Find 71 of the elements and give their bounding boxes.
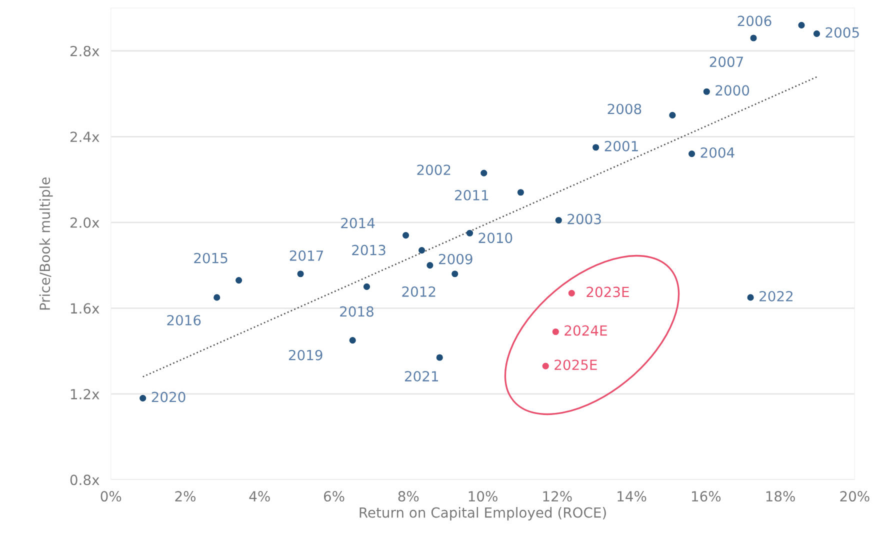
annotation: 2002 <box>417 164 450 176</box>
annotation: 2018 <box>340 306 374 317</box>
point <box>466 230 474 236</box>
annotation: 2006 <box>738 16 772 26</box>
point <box>688 150 696 158</box>
x-tick-label: 16% <box>692 491 721 502</box>
annotation: 2003 <box>568 214 601 224</box>
y-tick-label: 2.8x <box>70 46 100 56</box>
x-tick-label: 10% <box>468 491 498 502</box>
annotation: 2011 <box>455 190 488 200</box>
annotation: 2000 <box>716 85 750 96</box>
annotation: 2004 <box>700 147 734 158</box>
annotation: 2024E <box>564 325 607 336</box>
point <box>236 277 242 284</box>
annotation: 2014 <box>341 218 375 228</box>
annotation: 2019 <box>288 350 322 360</box>
point <box>798 22 805 28</box>
point <box>418 246 426 254</box>
x-axis-title: Return on Capital Employed (ROCE) <box>360 507 606 520</box>
point <box>140 394 146 402</box>
annotation: 2016 <box>167 314 201 326</box>
x-tick-label: 4% <box>249 491 270 502</box>
x-tick-label: 2% <box>175 491 196 502</box>
point <box>750 34 757 42</box>
point <box>297 270 304 278</box>
y-tick-label: 0.8x <box>70 474 100 486</box>
x-tick-label: 14% <box>618 491 646 502</box>
annotation: 2001 <box>604 140 638 152</box>
annotation: 2008 <box>608 104 642 114</box>
annotation: 2012 <box>402 286 436 297</box>
point <box>555 216 562 224</box>
point <box>436 354 443 361</box>
y-tick-label: 1.2x <box>70 388 100 400</box>
point <box>568 290 575 296</box>
point <box>480 170 488 176</box>
point <box>813 30 820 38</box>
annotation: 2015 <box>194 252 228 264</box>
point <box>542 362 549 370</box>
annotation: 2025E <box>554 360 597 370</box>
point <box>349 337 356 344</box>
y-axis-title: Price/Book multiple <box>39 177 53 310</box>
point <box>703 88 710 95</box>
x-tick-label: 20% <box>840 491 870 502</box>
y-tick-label: 2.4x <box>70 132 100 142</box>
annotation: 2017 <box>290 250 324 261</box>
x-tick-label: 12% <box>543 491 572 502</box>
annotation: 2007 <box>710 56 743 68</box>
point <box>402 232 410 239</box>
x-tick-label: 6% <box>324 491 344 502</box>
point <box>669 112 676 118</box>
point <box>592 144 600 151</box>
annotation: 2020 <box>152 392 186 402</box>
y-tick-label: 1.6x <box>70 303 100 314</box>
x-tick-label: 8% <box>398 491 419 502</box>
point <box>452 270 458 278</box>
annotation: 2009 <box>438 254 472 264</box>
point <box>517 189 524 196</box>
annotation: 2010 <box>478 232 512 244</box>
annotation: 2021 <box>404 371 438 382</box>
point <box>552 328 559 336</box>
y-tick-label: 2.0x <box>70 217 100 228</box>
point <box>747 294 754 301</box>
point <box>363 283 370 290</box>
annotation: 2023E <box>586 286 629 298</box>
point <box>214 294 220 301</box>
x-tick-label: 18% <box>766 491 795 502</box>
annotation: 2005 <box>826 27 859 38</box>
point <box>426 262 434 269</box>
x-tick-label: 0% <box>100 491 122 502</box>
annotation: 2022 <box>760 290 792 302</box>
annotation: 2013 <box>352 244 386 256</box>
